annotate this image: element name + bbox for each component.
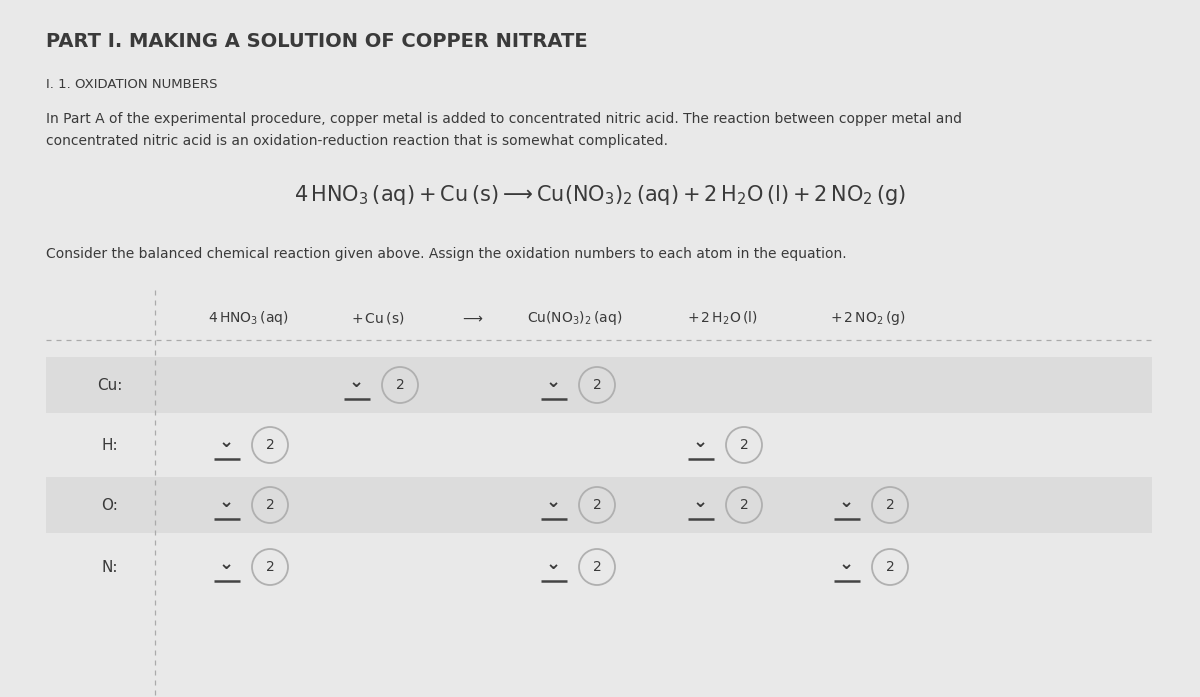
Text: 2: 2: [886, 498, 894, 512]
Text: ⌄: ⌄: [348, 373, 364, 391]
Text: 2: 2: [739, 498, 749, 512]
Text: 2: 2: [396, 378, 404, 392]
Text: ⌄: ⌄: [218, 433, 234, 451]
Text: PART I. MAKING A SOLUTION OF COPPER NITRATE: PART I. MAKING A SOLUTION OF COPPER NITR…: [46, 32, 588, 51]
Text: ⌄: ⌄: [692, 433, 708, 451]
Text: ⌄: ⌄: [839, 493, 853, 511]
Text: $+\,\mathrm{Cu\,(s)}$: $+\,\mathrm{Cu\,(s)}$: [352, 310, 404, 326]
Text: 2: 2: [593, 378, 601, 392]
Text: 2: 2: [593, 560, 601, 574]
Text: $+\,2\,\mathrm{H_2O\,(l)}$: $+\,2\,\mathrm{H_2O\,(l)}$: [686, 309, 757, 327]
Text: ⌄: ⌄: [218, 555, 234, 573]
Text: 2: 2: [886, 560, 894, 574]
Text: Cu:: Cu:: [97, 378, 122, 392]
Bar: [46, 539, 155, 595]
Bar: [46, 357, 155, 413]
Text: ⌄: ⌄: [546, 373, 560, 391]
Text: concentrated nitric acid is an oxidation-reduction reaction that is somewhat com: concentrated nitric acid is an oxidation…: [46, 134, 668, 148]
Bar: [155, 417, 1152, 473]
Text: N:: N:: [102, 560, 119, 574]
Text: $4\,\mathrm{HNO_3\,(aq)} + \mathrm{Cu\,(s)} \longrightarrow \mathrm{Cu(NO_3)_2\,: $4\,\mathrm{HNO_3\,(aq)} + \mathrm{Cu\,(…: [294, 183, 906, 207]
Text: ⌄: ⌄: [546, 555, 560, 573]
Bar: [46, 477, 155, 533]
Text: ⌄: ⌄: [839, 555, 853, 573]
Bar: [155, 477, 1152, 533]
Text: 2: 2: [593, 498, 601, 512]
Text: 2: 2: [265, 438, 275, 452]
Text: $+\,2\,\mathrm{NO_2\,(g)}$: $+\,2\,\mathrm{NO_2\,(g)}$: [830, 309, 906, 327]
Bar: [155, 539, 1152, 595]
Text: $4\,\mathrm{HNO_3\,(aq)}$: $4\,\mathrm{HNO_3\,(aq)}$: [208, 309, 288, 327]
Text: Consider the balanced chemical reaction given above. Assign the oxidation number: Consider the balanced chemical reaction …: [46, 247, 847, 261]
Text: In Part A of the experimental procedure, copper metal is added to concentrated n: In Part A of the experimental procedure,…: [46, 112, 962, 126]
Text: 2: 2: [265, 560, 275, 574]
Text: I. 1. OXIDATION NUMBERS: I. 1. OXIDATION NUMBERS: [46, 78, 217, 91]
Text: $\longrightarrow$: $\longrightarrow$: [460, 311, 484, 325]
Text: 2: 2: [739, 438, 749, 452]
Bar: [155, 357, 1152, 413]
Text: ⌄: ⌄: [546, 493, 560, 511]
Text: 2: 2: [265, 498, 275, 512]
Text: $\mathrm{Cu(NO_3)_2\,(aq)}$: $\mathrm{Cu(NO_3)_2\,(aq)}$: [527, 309, 623, 327]
Text: ⌄: ⌄: [692, 493, 708, 511]
Text: O:: O:: [102, 498, 119, 512]
Text: ⌄: ⌄: [218, 493, 234, 511]
Text: H:: H:: [102, 438, 119, 452]
Bar: [46, 417, 155, 473]
